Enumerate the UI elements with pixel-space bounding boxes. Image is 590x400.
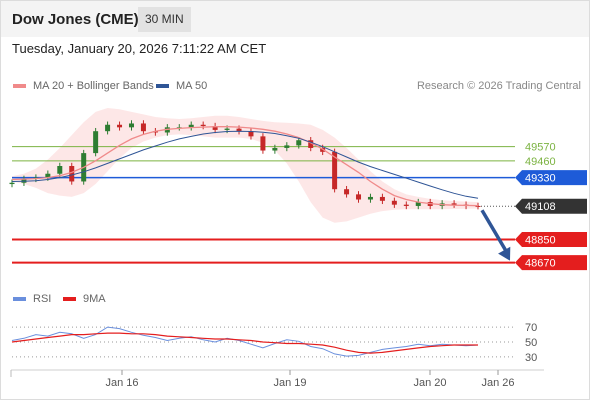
legend-rsi-swatch: [13, 297, 26, 301]
candle-body: [391, 200, 397, 205]
level-labels-layer: 49570 49460 49330 49108 48850 48670: [515, 142, 587, 271]
level-label-48850: 48850: [525, 234, 556, 246]
candle-body: [272, 147, 278, 151]
legend-ma50: MA 50: [156, 80, 207, 92]
candle-body: [212, 126, 218, 130]
level-label-49460: 49460: [525, 156, 556, 168]
candle-body: [57, 166, 63, 174]
x-tick-label-3: Jan 26: [481, 377, 514, 389]
candle-body: [188, 124, 194, 128]
projection-arrow-layer: [480, 209, 511, 261]
candle-body: [93, 131, 99, 154]
candle-body: [367, 196, 373, 200]
candle-body: [308, 140, 314, 148]
candle-body: [236, 128, 242, 132]
rsi-9ma-line: [11, 332, 478, 354]
bollinger-band: [12, 108, 478, 223]
x-tick-label-0: Jan 16: [105, 377, 138, 389]
candle-body: [475, 205, 481, 207]
x-tick-label-2: Jan 20: [413, 377, 446, 389]
candle-body: [9, 182, 15, 185]
rsi-tick-70: 70: [525, 322, 537, 334]
candle-body: [344, 189, 350, 195]
level-label-49108: 49108: [525, 201, 556, 213]
level-label-49570: 49570: [525, 142, 556, 154]
candle-body: [356, 194, 362, 200]
chart-datetime: Tuesday, January 20, 2026 7:11:22 AM CET: [12, 41, 267, 56]
candle-body: [296, 140, 302, 146]
candle-body: [284, 145, 290, 148]
legend-9ma: 9MA: [63, 293, 106, 305]
x-axis: Jan 16 Jan 19 Jan 20 Jan 26: [10, 370, 515, 389]
candle-body: [140, 123, 146, 132]
candle-body: [117, 124, 123, 128]
candle-body: [128, 123, 134, 128]
x-tick-label-1: Jan 19: [273, 377, 306, 389]
research-credit: Research © 2026 Trading Central: [416, 80, 581, 92]
level-label-49330: 49330: [525, 173, 556, 185]
timeframe-badge[interactable]: 30 MIN: [138, 7, 191, 32]
chart-header: Dow Jones (CME) 30 MIN: [1, 1, 589, 37]
ma20-line: [11, 126, 479, 207]
legend-rsi: RSI: [13, 293, 51, 305]
candle-body: [415, 202, 421, 206]
candle-body: [69, 166, 75, 182]
level-tag-48850: [515, 231, 587, 247]
legend-ma50-swatch: [156, 84, 169, 88]
candle-body: [200, 124, 206, 127]
bollinger-band-layer: [12, 108, 478, 223]
projection-arrow-shaft: [480, 209, 509, 254]
legend-rsi-label: RSI: [33, 293, 52, 305]
candle-body: [403, 204, 409, 206]
legend-ma20-swatch: [13, 84, 26, 88]
instrument-title: Dow Jones (CME): [12, 11, 139, 28]
rsi-tick-50: 50: [525, 337, 537, 349]
legend-ma20: MA 20 + Bollinger Bands: [13, 80, 154, 92]
rsi-tick-30: 30: [525, 352, 537, 364]
legend-9ma-swatch: [63, 297, 76, 301]
candle-body: [260, 136, 266, 151]
level-label-48670: 48670: [525, 258, 556, 270]
candle-body: [105, 124, 111, 132]
ma50-line: [11, 130, 479, 199]
candle-body: [332, 151, 338, 190]
moving-averages-layer: [11, 126, 479, 207]
legend-ma50-label: MA 50: [176, 80, 208, 92]
candle-body: [451, 203, 457, 205]
legend-ma20-label: MA 20 + Bollinger Bands: [33, 80, 154, 92]
rsi-line: [11, 326, 479, 357]
level-tag-49330: [515, 170, 587, 186]
rsi-panel: 70 50 30: [11, 322, 544, 371]
level-tag-49108: [515, 198, 587, 214]
candle-body: [45, 173, 51, 178]
candle-body: [248, 131, 254, 137]
candle-body: [224, 128, 230, 130]
level-tag-48670: [515, 255, 587, 271]
candle-body: [379, 196, 385, 201]
legend-9ma-label: 9MA: [83, 293, 106, 305]
projection-arrow-head: [498, 246, 511, 261]
